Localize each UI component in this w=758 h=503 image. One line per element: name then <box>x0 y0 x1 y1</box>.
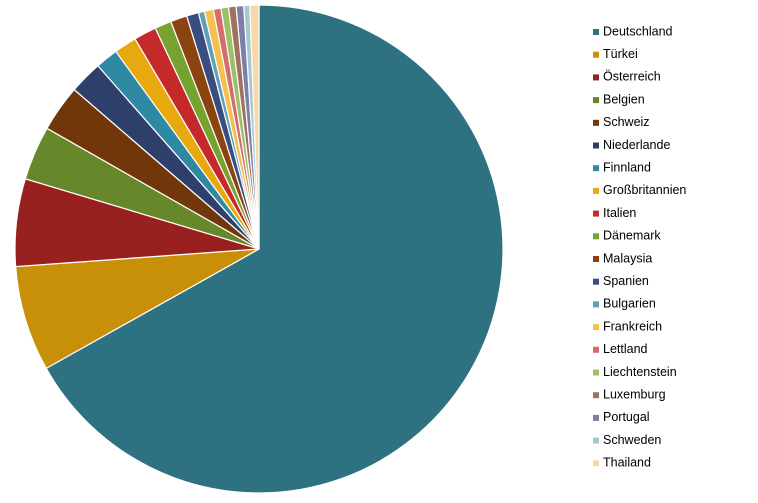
legend-label: Frankreich <box>603 319 662 333</box>
legend-label: Liechtenstein <box>603 365 677 379</box>
legend-swatch <box>593 210 599 217</box>
legend-swatch <box>593 301 599 308</box>
legend-label: Schweden <box>603 433 661 447</box>
legend-label: Belgien <box>603 92 645 106</box>
legend-label: Finnland <box>603 160 651 174</box>
legend-label: Portugal <box>603 410 650 424</box>
pie-slice <box>249 4 260 250</box>
legend-swatch <box>593 97 599 104</box>
legend-swatch <box>593 369 599 376</box>
legend-label: Thailand <box>603 456 651 470</box>
legend-swatch <box>593 119 599 126</box>
legend-swatch <box>593 29 599 35</box>
legend-label: Niederlande <box>603 138 670 152</box>
legend-swatch <box>593 187 599 194</box>
legend-label: Bulgarien <box>603 297 656 311</box>
legend-swatch <box>593 74 599 81</box>
legend-label: Italien <box>603 206 636 220</box>
legend-swatch <box>593 142 599 149</box>
legend-label: Deutschland <box>603 24 673 38</box>
legend-swatch <box>593 460 599 467</box>
legend-swatch <box>593 346 599 353</box>
legend-label: Luxemburg <box>603 387 666 401</box>
legend-swatch <box>593 437 599 444</box>
legend-swatch <box>593 414 599 421</box>
legend-swatch <box>593 256 599 262</box>
legend-label: Großbritannien <box>603 183 686 197</box>
legend-swatch <box>593 233 599 240</box>
legend-swatch <box>593 278 599 285</box>
legend-label: Österreich <box>603 70 661 84</box>
pie-slice <box>45 4 504 494</box>
legend-label: Schweiz <box>603 115 650 129</box>
legend-swatch <box>593 51 599 58</box>
legend-label: Lettland <box>603 342 648 356</box>
pie-slice <box>14 248 260 370</box>
legend-swatch <box>593 324 599 331</box>
legend-label: Malaysia <box>603 251 652 265</box>
legend-label: Türkei <box>603 47 638 61</box>
legend-label: Dänemark <box>603 229 661 243</box>
legend-swatch <box>593 165 599 172</box>
legend-swatch <box>593 392 599 399</box>
legend-label: Spanien <box>603 274 649 288</box>
